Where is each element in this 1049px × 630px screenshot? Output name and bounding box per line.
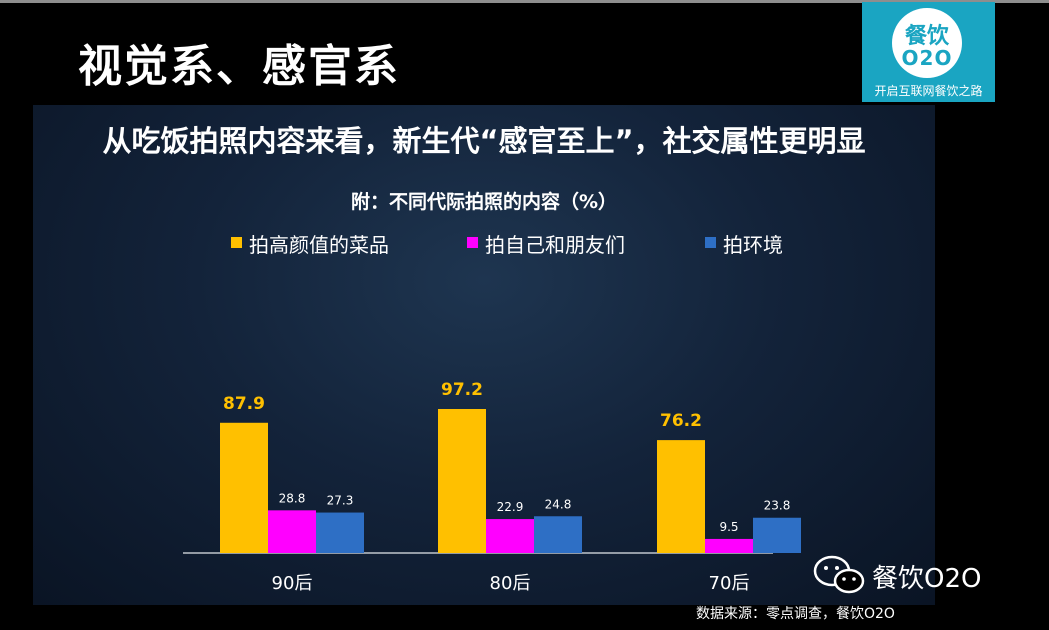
category-label-2: 80后 <box>490 573 531 594</box>
bar-environment-1 <box>316 512 364 553</box>
legend-swatch-friends <box>467 237 478 248</box>
slide-title: 视觉系、感官系 <box>78 41 400 92</box>
chart-title: 附：不同代际拍照的内容（%） <box>350 191 618 213</box>
legend-label-friends: 拍自己和朋友们 <box>485 233 625 257</box>
chart-legend: 拍高颜值的菜品 拍自己和朋友们 拍环境 <box>33 227 935 257</box>
data-label-environment-3: 23.8 <box>764 499 791 513</box>
bar-environment-3 <box>753 517 801 553</box>
bar-friends-3 <box>705 538 753 553</box>
category-label-3: 70后 <box>709 573 750 594</box>
top-border <box>0 0 1049 3</box>
chart-headline: 从吃饭拍照内容来看，新生代“感官至上”，社交属性更明显 <box>102 124 866 158</box>
data-label-environment-1: 27.3 <box>327 494 354 508</box>
watermark: 餐饮O2O <box>812 554 1027 594</box>
legend-swatch-environment <box>705 237 716 248</box>
wechat-icon <box>813 555 865 594</box>
category-label-1: 90后 <box>272 573 313 594</box>
data-source-note: 数据来源：零点调查，餐饮O2O <box>696 606 895 622</box>
logo-circle: 餐饮 O2O <box>892 8 962 78</box>
data-label-environment-2: 24.8 <box>545 497 572 511</box>
data-label-friends-1: 28.8 <box>279 491 306 505</box>
watermark-text: 餐饮O2O <box>872 564 982 594</box>
bar-dishes-1 <box>220 422 268 553</box>
bar-environment-2 <box>534 516 582 553</box>
data-label-friends-3: 9.5 <box>719 520 738 534</box>
data-label-dishes-1: 87.9 <box>223 394 265 414</box>
data-label-dishes-3: 76.2 <box>660 411 702 431</box>
logo-tagline: 开启互联网餐饮之路 <box>874 84 983 98</box>
bar-chart: 87.9 28.8 27.3 90后 97.2 22.9 24.8 80后 76.2 9.5 23.… <box>183 380 801 594</box>
logo-word-1: 餐饮 <box>904 24 949 49</box>
bar-friends-2 <box>486 519 534 553</box>
logo-word-2: O2O <box>901 46 953 70</box>
data-label-friends-2: 22.9 <box>497 500 524 514</box>
legend-label-dishes: 拍高颜值的菜品 <box>249 233 389 257</box>
legend-label-environment: 拍环境 <box>723 233 783 257</box>
brand-logo: 餐饮 O2O 开启互联网餐饮之路 <box>862 2 995 102</box>
chart-panel: 从吃饭拍照内容来看，新生代“感官至上”，社交属性更明显 附：不同代际拍照的内容（… <box>33 105 935 605</box>
bar-dishes-2 <box>438 409 486 553</box>
bar-dishes-3 <box>657 440 705 553</box>
data-label-dishes-2: 97.2 <box>441 380 483 400</box>
legend-swatch-dishes <box>231 237 242 248</box>
bar-friends-1 <box>268 510 316 553</box>
